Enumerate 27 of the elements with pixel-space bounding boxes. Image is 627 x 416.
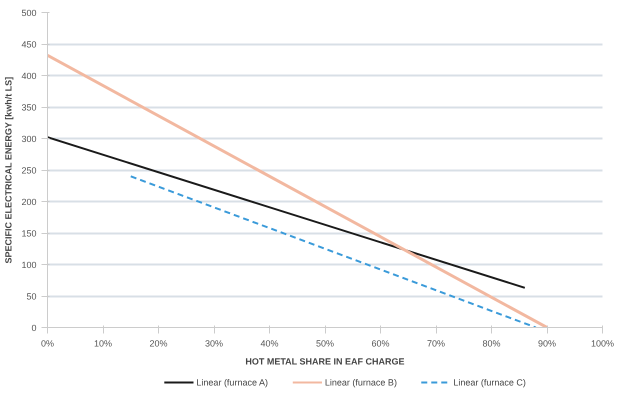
- y-tick-label: 200: [21, 197, 37, 207]
- y-axis-title: SPECIFIC ELECTRICAL ENERGY [kwh/t LS]: [3, 76, 14, 264]
- y-tick-label: 0: [31, 323, 37, 333]
- legend-label: Linear (furnace A): [196, 378, 268, 388]
- y-tick-label: 100: [21, 260, 37, 270]
- x-axis-title: HOT METAL SHARE IN EAF CHARGE: [245, 356, 405, 366]
- y-tick-label: 150: [21, 228, 37, 238]
- x-tick-label: 70%: [426, 338, 446, 348]
- y-tick-label: 500: [21, 8, 37, 18]
- y-tick-label: 350: [21, 102, 37, 112]
- legend-label: Linear (furnace C): [453, 378, 526, 388]
- y-tick-label: 50: [26, 292, 37, 302]
- x-tick-label: 10%: [94, 338, 112, 348]
- x-tick-label: 50%: [316, 338, 334, 348]
- x-tick-label: 40%: [260, 338, 279, 348]
- y-tick-label: 250: [21, 166, 37, 176]
- x-tick-label: 80%: [482, 338, 501, 348]
- x-tick-label: 20%: [149, 338, 168, 348]
- y-tick-label: 400: [21, 71, 37, 81]
- x-tick-label: 60%: [371, 338, 390, 348]
- x-tick-label: 0%: [40, 338, 54, 348]
- x-tick-label: 30%: [204, 338, 224, 348]
- y-tick-label: 450: [21, 40, 37, 50]
- x-tick-label: 100%: [590, 338, 614, 348]
- x-tick-label: 90%: [538, 338, 556, 348]
- y-tick-label: 300: [21, 134, 37, 144]
- legend-label: Linear (furnace B): [324, 378, 397, 388]
